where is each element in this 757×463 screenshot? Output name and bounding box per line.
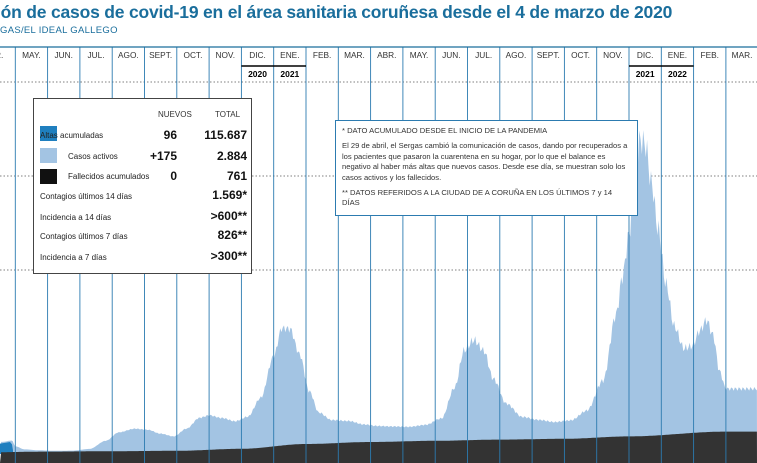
year-label: 2022 bbox=[668, 69, 687, 79]
legend-new-altas: 96 bbox=[163, 128, 177, 142]
legend-label-deaths: Fallecidos acumulados bbox=[68, 172, 150, 181]
legend-total-contagios7: 826** bbox=[217, 228, 247, 242]
month-label: AGO. bbox=[506, 50, 527, 60]
legend-total-altas: 115.687 bbox=[204, 128, 247, 142]
month-label: JUN. bbox=[442, 50, 460, 60]
month-label: MAY. bbox=[410, 50, 429, 60]
month-label: JUN. bbox=[55, 50, 73, 60]
month-label: JUL. bbox=[88, 50, 105, 60]
month-label: MAR. bbox=[344, 50, 365, 60]
month-label: JUL. bbox=[475, 50, 492, 60]
month-label: OCT. bbox=[571, 50, 590, 60]
deaths-swatch bbox=[40, 169, 57, 184]
month-label: ENE. bbox=[668, 50, 687, 60]
legend-total-contagios14: 1.569* bbox=[212, 188, 247, 202]
note-box: * DATO ACUMULADO DESDE EL INICIO DE LA P… bbox=[335, 120, 638, 216]
altas-area bbox=[0, 442, 13, 454]
month-label: AGO. bbox=[118, 50, 139, 60]
note-line-2: El 29 de abril, el Sergas cambió la comu… bbox=[342, 141, 628, 182]
month-label: ENE. bbox=[280, 50, 299, 60]
month-label: OCT. bbox=[183, 50, 202, 60]
legend-total-active: 2.884 bbox=[216, 149, 247, 163]
month-label: DIC. bbox=[249, 50, 266, 60]
note-line-3: ** DATOS REFERIDOS A LA CIUDAD DE A CORU… bbox=[342, 188, 613, 208]
month-label: SEPT. bbox=[537, 50, 560, 60]
active-swatch bbox=[40, 148, 57, 163]
legend-total-deaths: 761 bbox=[226, 169, 247, 183]
year-label: 2021 bbox=[636, 69, 655, 79]
active-cases-area bbox=[0, 130, 757, 454]
altas-swatch bbox=[40, 126, 57, 141]
legend-label-active: Casos activos bbox=[68, 152, 118, 161]
year-label: 2020 bbox=[248, 69, 267, 79]
legend-header-new: NUEVOS bbox=[158, 110, 192, 119]
month-label: ABR. bbox=[377, 50, 396, 60]
legend-label-contagios14: Contagios últimos 14 días bbox=[40, 192, 133, 201]
deaths-area bbox=[0, 431, 757, 463]
month-label: R. bbox=[0, 50, 3, 60]
month-label: NOV. bbox=[215, 50, 235, 60]
legend-label-incidencia7: Incidencia a 7 días bbox=[40, 253, 107, 262]
legend-label-altas: Altas acumuladas bbox=[40, 131, 104, 140]
legend-total-incidencia7: >300** bbox=[210, 249, 247, 263]
legend-new-deaths: 0 bbox=[170, 169, 177, 183]
source-credit: GAS/EL IDEAL GALLEGO bbox=[0, 25, 118, 36]
legend-box: NUEVOS TOTAL Altas acumuladas 96 115.687… bbox=[33, 98, 252, 274]
month-label: DIC. bbox=[637, 50, 654, 60]
month-label: FEB. bbox=[313, 50, 331, 60]
legend-header-total: TOTAL bbox=[215, 110, 241, 119]
legend-total-incidencia14: >600** bbox=[210, 209, 247, 223]
chart-title: ión de casos de covid-19 en el área sani… bbox=[0, 2, 673, 22]
month-label: SEPT. bbox=[149, 50, 172, 60]
month-label: MAY. bbox=[22, 50, 41, 60]
legend-label-contagios7: Contagios últimos 7 días bbox=[40, 232, 128, 241]
year-label: 2021 bbox=[280, 69, 299, 79]
month-label: NOV. bbox=[603, 50, 623, 60]
month-label: FEB. bbox=[701, 50, 719, 60]
note-line-1: * DATO ACUMULADO DESDE EL INICIO DE LA P… bbox=[342, 126, 548, 135]
legend-label-incidencia14: Incidencia a 14 días bbox=[40, 213, 112, 222]
legend-new-active: +175 bbox=[149, 149, 177, 163]
month-label: MAR. bbox=[732, 50, 753, 60]
